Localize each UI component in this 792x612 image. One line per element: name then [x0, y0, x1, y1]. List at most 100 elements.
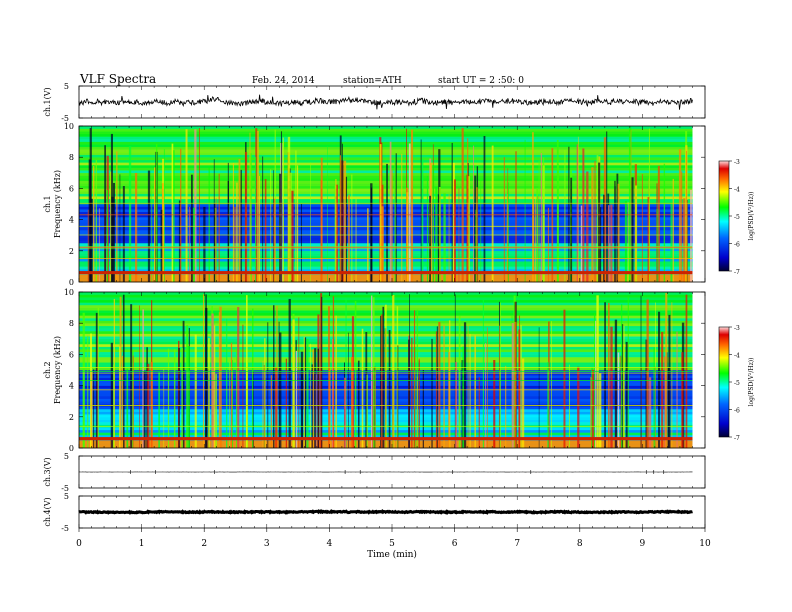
y-tick-label: 10 — [64, 122, 74, 131]
sferic-streak — [181, 347, 183, 448]
sferic-streak — [672, 178, 674, 282]
sferic-streak — [215, 198, 217, 282]
sferic-streak — [493, 359, 496, 448]
sferic-streak — [568, 146, 570, 282]
y-tick-label: 6 — [69, 350, 74, 359]
colorbar-tick-label: -6 — [734, 408, 740, 415]
sferic-streak — [327, 145, 328, 282]
sferic-streak — [232, 162, 234, 282]
sferic-streak — [280, 131, 282, 282]
sferic-streak — [568, 364, 570, 448]
sferic-streak — [389, 141, 392, 282]
y-axis-label-ch1-line: Frequency (kHz) — [53, 170, 62, 238]
sferic-streak — [547, 362, 549, 448]
y-tick-label: 5 — [64, 452, 69, 461]
sferic-streak — [443, 325, 445, 448]
sferic-streak — [431, 338, 433, 448]
sferic-streak — [655, 302, 656, 448]
frequency-band — [79, 201, 693, 205]
sferic-streak — [355, 199, 357, 282]
frequency-band — [79, 263, 693, 267]
sferic-streak — [646, 299, 649, 448]
frequency-band — [79, 180, 693, 184]
sferic-streak — [511, 323, 514, 448]
sferic-streak — [335, 315, 337, 448]
colorbar-tick-label: -7 — [734, 435, 740, 442]
frequency-band — [79, 165, 693, 168]
sferic-streak — [275, 366, 278, 448]
sferic-streak — [532, 132, 534, 282]
y-tick-label: 0 — [69, 278, 74, 287]
sferic-streak — [524, 139, 526, 282]
sferic-streak — [683, 198, 686, 282]
y-tick-label: -5 — [61, 114, 69, 123]
sferic-streak — [264, 338, 266, 448]
sferic-streak — [236, 182, 238, 282]
sferic-streak — [382, 306, 385, 448]
frequency-band — [79, 250, 693, 254]
frequency-band — [79, 141, 693, 145]
sferic-streak — [112, 182, 116, 282]
sferic-streak — [542, 165, 545, 282]
sferic-streak — [139, 305, 140, 448]
sferic-streak — [312, 349, 315, 448]
sferic-streak — [621, 324, 624, 448]
colorbar-tick-label: -6 — [734, 242, 740, 249]
x-tick-label: 0 — [76, 539, 82, 549]
sferic-streak — [289, 172, 292, 282]
sferic-streak — [491, 145, 494, 282]
y-tick-label: 2 — [69, 247, 74, 256]
y-axis-label-ch2-line: Frequency (kHz) — [53, 336, 62, 404]
sferic-streak — [653, 347, 655, 448]
sferic-streak — [649, 377, 652, 448]
sferic-streak — [380, 142, 383, 282]
sferic-streak — [372, 297, 375, 448]
sferic-streak — [451, 142, 453, 282]
sferic-streak — [314, 348, 317, 448]
y-axis-label-ch2-line: ch.2 — [43, 361, 52, 378]
sferic-streak — [273, 198, 276, 282]
sferic-streak — [668, 314, 671, 448]
colorbar-label: log(PSD(V²/Hz)) — [748, 192, 755, 241]
sferic-streak — [380, 315, 382, 448]
sferic-streak — [628, 127, 632, 282]
sferic-streak — [150, 361, 153, 448]
sferic-streak — [421, 158, 424, 282]
sferic-streak — [454, 179, 456, 282]
frequency-band — [79, 232, 693, 236]
frequency-band — [79, 188, 693, 192]
sferic-streak — [311, 364, 313, 448]
sferic-streak — [483, 135, 486, 282]
sferic-streak — [244, 151, 248, 282]
sferic-streak — [474, 335, 476, 448]
sferic-streak — [448, 320, 451, 448]
frequency-band — [79, 183, 693, 187]
sferic-streak — [670, 202, 673, 282]
sferic-streak — [167, 348, 170, 448]
colorbar-label: log(PSD(V²/Hz)) — [748, 358, 755, 407]
sferic-streak — [229, 362, 231, 448]
sferic-streak — [634, 185, 638, 282]
sferic-streak — [173, 150, 175, 282]
sferic-streak — [406, 192, 409, 282]
y-axis-label-ch2: ch.2Frequency (kHz) — [43, 336, 62, 404]
frequency-band — [79, 172, 693, 176]
sferic-streak — [279, 173, 282, 282]
y-tick-label: 4 — [69, 382, 74, 391]
frequency-band — [79, 214, 693, 218]
frequency-band — [79, 292, 693, 295]
sferic-streak — [257, 130, 259, 282]
sferic-streak — [681, 171, 683, 282]
sferic-streak — [507, 168, 509, 282]
sferic-streak — [469, 333, 471, 448]
sferic-streak — [534, 196, 536, 282]
sferic-streak — [408, 143, 411, 282]
y-tick-label: 8 — [69, 153, 74, 162]
sferic-streak — [335, 178, 337, 282]
sferic-streak — [351, 174, 353, 282]
sferic-streak — [411, 337, 413, 448]
y-tick-label: -5 — [61, 484, 69, 493]
sferic-streak — [461, 127, 464, 282]
sferic-streak — [132, 355, 134, 448]
frequency-band — [79, 159, 693, 163]
